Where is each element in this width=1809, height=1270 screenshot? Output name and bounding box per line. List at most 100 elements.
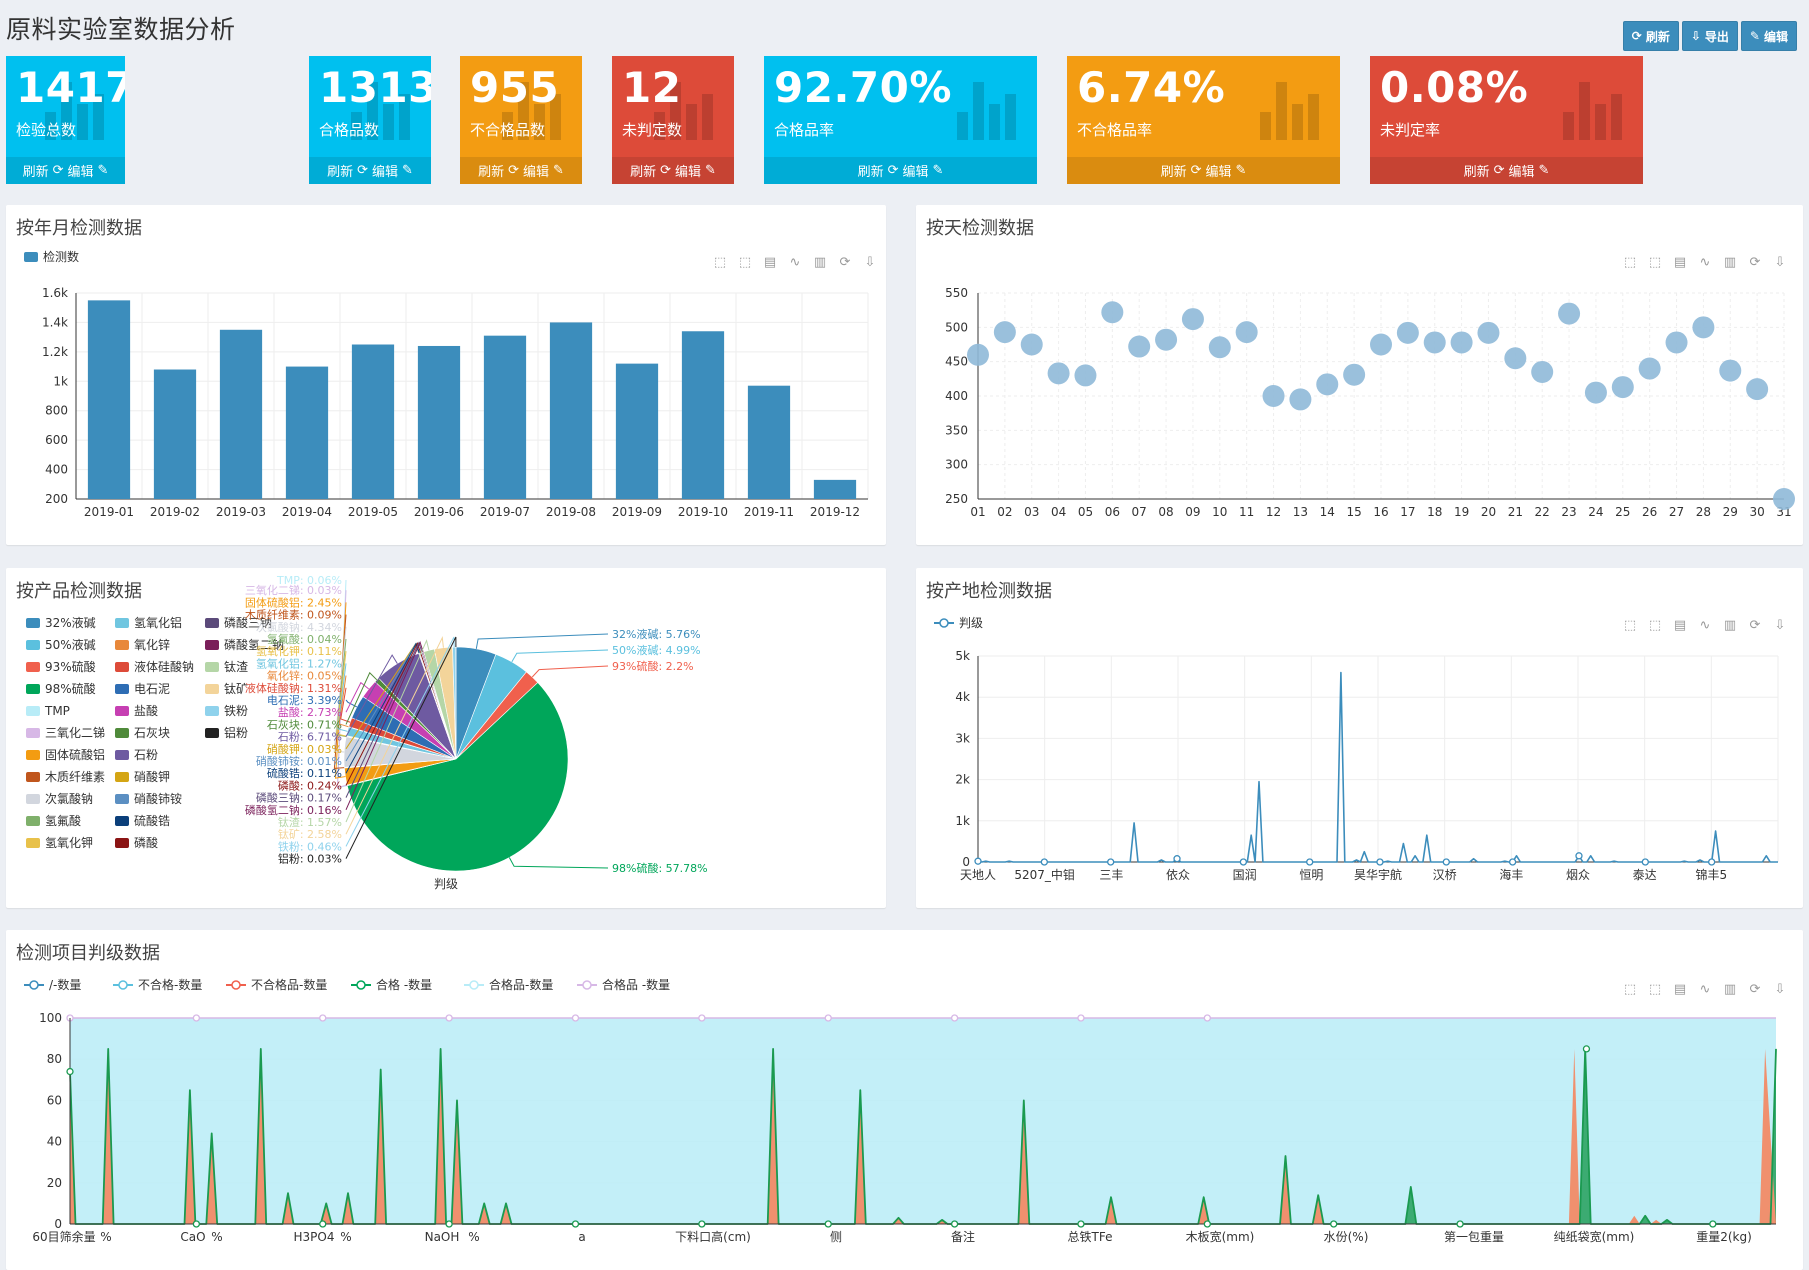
stat-refresh-link[interactable]: 刷新 — [630, 165, 657, 180]
data-view-icon[interactable]: ▤ — [1673, 255, 1687, 270]
stat-refresh-link[interactable]: 刷新 — [22, 165, 49, 180]
x-tick-label: 海丰 — [1499, 867, 1523, 882]
wrench-icon: ✎ — [1538, 163, 1550, 178]
x-tick-label: 05 — [1078, 505, 1093, 519]
scatter-point — [1208, 336, 1231, 359]
slice-label: TMP: 0.06% — [276, 574, 342, 587]
wrench-icon: ✎ — [97, 163, 109, 178]
stat-refresh-link[interactable]: 刷新 — [1463, 165, 1490, 180]
restore-icon[interactable]: ⟳ — [1749, 255, 1761, 270]
stat-refresh-link[interactable]: 刷新 — [327, 165, 354, 180]
bar-icon[interactable]: ▥ — [1723, 982, 1737, 997]
qualified-product-area — [70, 1018, 1776, 1224]
scatter-point — [993, 321, 1016, 344]
legend-label: 不合格-数量 — [138, 977, 202, 992]
legend-marker — [231, 980, 241, 990]
save-image-icon[interactable]: ⇩ — [864, 255, 876, 270]
x-tick-label: 23 — [1561, 505, 1576, 519]
qualified-marker — [66, 1067, 74, 1076]
data-view-icon[interactable]: ▤ — [1673, 618, 1687, 633]
legend-label: 木质纤维素 — [45, 770, 105, 784]
legend-label: 合格品 -数量 — [602, 977, 670, 992]
legend-label: 液体硅酸钠 — [134, 659, 194, 674]
wrench-icon: ✎ — [932, 163, 944, 178]
zoom-reset-icon[interactable]: ⬚ — [1648, 618, 1662, 633]
series-marker — [1641, 858, 1649, 866]
zoom-reset-icon[interactable]: ⬚ — [1648, 255, 1662, 270]
save-image-icon[interactable]: ⇩ — [1774, 255, 1786, 270]
stat-box-3: 12 未判定数 刷新 ⟳ 编辑 ✎ — [612, 56, 734, 184]
zoom-icon[interactable]: ⬚ — [1623, 982, 1637, 997]
restore-icon[interactable]: ⟳ — [839, 255, 851, 270]
zoom-icon[interactable]: ⬚ — [713, 255, 727, 270]
data-view-icon[interactable]: ▤ — [1673, 982, 1687, 997]
x-tick-label: 依众 — [1166, 867, 1190, 882]
stat-footer[interactable]: 刷新 ⟳ 编辑 ✎ — [6, 157, 125, 184]
zoom-icon[interactable]: ⬚ — [1623, 618, 1637, 633]
qualified-product-marker — [192, 1014, 201, 1022]
line-icon[interactable]: ∿ — [1699, 982, 1711, 997]
stat-footer[interactable]: 刷新 ⟳ 编辑 ✎ — [460, 157, 582, 184]
items-chart: /-数量 不合格-数量 不合格品-数量 合格 -数量 合格品-数量 合格品 -数量 0 20 4… — [24, 977, 1777, 1244]
line-icon[interactable]: ∿ — [1699, 618, 1711, 633]
data-view-icon[interactable]: ▤ — [763, 255, 777, 270]
export-button[interactable]: ⇩ 导出 — [1681, 21, 1738, 51]
x-tick-label: 2019-09 — [612, 505, 662, 519]
qualified-marker — [445, 1220, 453, 1228]
legend-swatch — [26, 816, 40, 826]
bar-icon[interactable]: ▥ — [1723, 255, 1737, 270]
x-tick-label: 泰达 — [1633, 868, 1657, 882]
refresh-button[interactable]: ⟳ 刷新 — [1622, 21, 1679, 51]
x-tick-label: 10 — [1212, 505, 1227, 519]
stat-refresh-link[interactable]: 刷新 — [857, 165, 884, 180]
y-tick-label: 450 — [945, 355, 968, 369]
legend-swatch — [115, 728, 129, 738]
zoom-icon[interactable]: ⬚ — [1623, 255, 1637, 270]
stat-footer[interactable]: 刷新 ⟳ 编辑 ✎ — [1370, 157, 1643, 184]
zoom-reset-icon[interactable]: ⬚ — [738, 255, 752, 270]
stat-footer[interactable]: 刷新 ⟳ 编辑 ✎ — [309, 157, 431, 184]
label-line — [345, 636, 455, 847]
x-tick-label: 01 — [970, 505, 985, 519]
label-line — [336, 651, 347, 737]
series-marker — [1040, 858, 1048, 866]
bar-icon[interactable]: ▥ — [813, 255, 827, 270]
zoom-reset-icon[interactable]: ⬚ — [1648, 982, 1662, 997]
slice-label: 固体硫酸铝: 2.45% — [245, 595, 342, 609]
stat-edit-link[interactable]: 编辑 — [1508, 165, 1535, 180]
scatter-point — [1477, 321, 1500, 344]
stat-edit-link[interactable]: 编辑 — [902, 165, 929, 180]
restore-icon[interactable]: ⟳ — [1749, 982, 1761, 997]
save-image-icon[interactable]: ⇩ — [1774, 618, 1786, 633]
stat-footer[interactable]: 刷新 ⟳ 编辑 ✎ — [1067, 157, 1340, 184]
stat-footer[interactable]: 刷新 ⟳ 编辑 ✎ — [764, 157, 1037, 184]
qualified-product-marker — [1203, 1014, 1211, 1022]
stat-edit-link[interactable]: 编辑 — [1205, 165, 1232, 180]
y-tick-label: 400 — [45, 463, 68, 477]
bar-icon[interactable]: ▥ — [1723, 618, 1737, 633]
stat-edit-link[interactable]: 编辑 — [372, 165, 399, 180]
line-icon[interactable]: ∿ — [1699, 255, 1711, 270]
qualified-product-marker — [445, 1014, 453, 1022]
x-tick-label: 昊华宇航 — [1354, 867, 1402, 882]
stat-edit-link[interactable]: 编辑 — [67, 165, 94, 180]
save-image-icon[interactable]: ⇩ — [1774, 982, 1786, 997]
stat-edit-link[interactable]: 编辑 — [675, 165, 702, 180]
label-line — [338, 675, 349, 728]
line-icon[interactable]: ∿ — [789, 255, 801, 270]
stat-footer[interactable]: 刷新 ⟳ 编辑 ✎ — [612, 157, 734, 184]
stat-label: 不合格品数 — [470, 121, 546, 139]
stat-refresh-link[interactable]: 刷新 — [478, 165, 505, 180]
y-tick-label: 5k — [955, 649, 970, 663]
restore-icon[interactable]: ⟳ — [1749, 618, 1761, 633]
stat-refresh-link[interactable]: 刷新 — [1160, 165, 1187, 180]
x-tick-label: 13 — [1293, 505, 1308, 519]
refresh-button-label: 刷新 — [1645, 29, 1670, 44]
label-line — [335, 638, 347, 738]
y-tick-label: 600 — [45, 433, 68, 447]
scatter-point — [1262, 385, 1285, 407]
refresh-icon: ⟳ — [660, 163, 671, 178]
stat-edit-link[interactable]: 编辑 — [523, 165, 550, 180]
edit-button[interactable]: ✎ 编辑 — [1740, 21, 1797, 51]
slice-label: 氧化锌: 0.05% — [267, 669, 342, 683]
